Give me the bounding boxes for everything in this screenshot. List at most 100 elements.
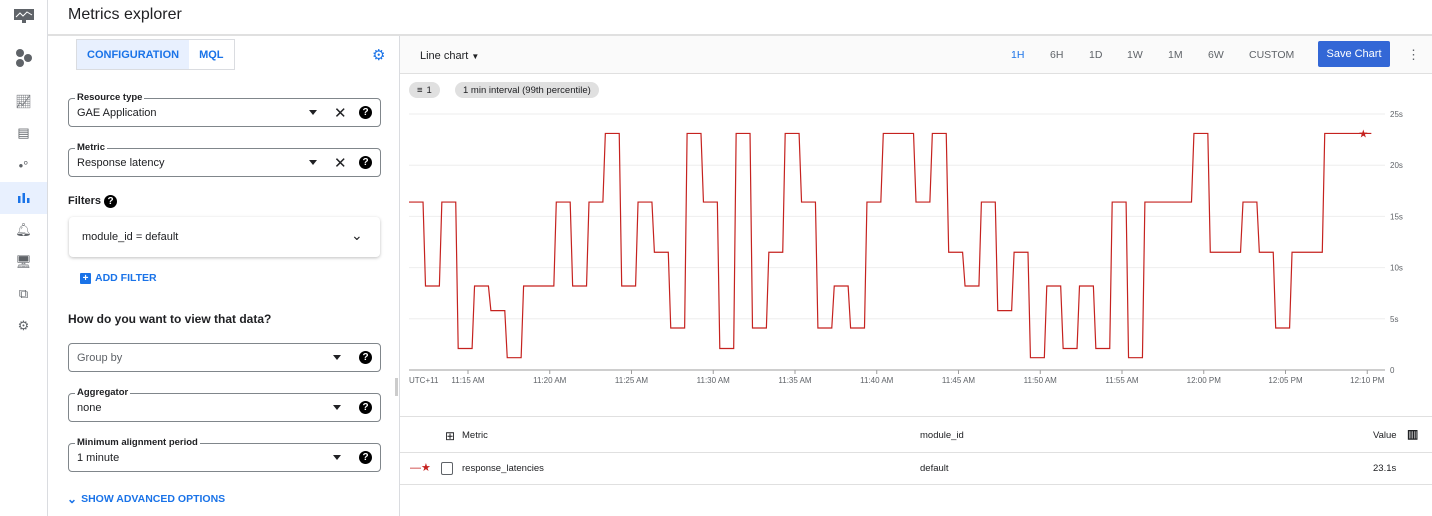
help-icon[interactable]: ? (359, 156, 372, 169)
tab-configuration[interactable]: CONFIGURATION (77, 40, 190, 69)
chevron-down-icon[interactable]: ⌄ (351, 227, 363, 243)
add-filter-button[interactable]: + ADD FILTER (80, 272, 157, 284)
header-module-id[interactable]: module_id (920, 430, 964, 441)
settings-gear-icon[interactable]: ⚙ (17, 318, 30, 333)
x-tick-label: 12:00 PM (1187, 376, 1222, 385)
x-tick-label: 12:05 PM (1268, 376, 1303, 385)
page-header (48, 0, 1432, 36)
y-tick-label: 20s (1390, 161, 1403, 170)
clear-icon[interactable]: ✕ (334, 155, 347, 172)
metric-select[interactable]: Metric Response latency ✕ ? (68, 142, 381, 177)
show-advanced-button[interactable]: ⌄ SHOW ADVANCED OPTIONS (67, 492, 225, 506)
group-by-select[interactable]: Group by ? (68, 343, 381, 372)
x-tick-label: 12:10 PM (1350, 376, 1385, 385)
dashboards-icon[interactable]: 📈︎ (15, 94, 32, 109)
help-icon[interactable]: ? (359, 351, 372, 364)
x-tick-label: 11:20 AM (533, 376, 567, 385)
x-tick-label: 11:15 AM (451, 376, 485, 385)
chart-type-label: Line chart (420, 50, 469, 62)
y-tick-label: 15s (1390, 212, 1403, 221)
field-value: Response latency (77, 157, 165, 169)
resource-type-select[interactable]: Resource type GAE Application ✕ ? (68, 92, 381, 127)
caret-down-icon[interactable] (309, 110, 317, 115)
range-custom[interactable]: CUSTOM (1249, 49, 1295, 61)
interval-chip[interactable]: 1 min interval (99th percentile) (455, 82, 599, 98)
help-icon[interactable]: ? (104, 195, 117, 208)
caret-down-icon[interactable] (333, 405, 341, 410)
uptime-monitor-icon[interactable]: 🖥︎ (15, 254, 32, 269)
save-chart-button[interactable]: Save Chart (1318, 41, 1390, 67)
field-label: Minimum alignment period (75, 437, 200, 448)
filters-label: Filters (68, 195, 102, 207)
more-options-icon[interactable]: ⋮ (1407, 47, 1420, 62)
row-checkbox[interactable] (441, 462, 453, 475)
monitoring-logo-icon[interactable] (0, 0, 47, 32)
range-6w[interactable]: 6W (1208, 49, 1224, 61)
legend-table-header: ⊞ Metric module_id Value ▥ (400, 416, 1432, 453)
x-tick-label: 11:30 AM (697, 376, 731, 385)
field-value: 1 minute (77, 452, 120, 464)
range-1d[interactable]: 1D (1089, 49, 1103, 61)
show-advanced-label: SHOW ADVANCED OPTIONS (81, 493, 226, 505)
filter-text: module_id = default (82, 231, 179, 243)
column-picker-icon[interactable]: ⊞ (445, 429, 456, 443)
y-tick-label: 10s (1390, 264, 1403, 273)
field-label: Aggregator (75, 387, 131, 398)
chart-type-select[interactable]: Line chart ▼ (420, 50, 479, 62)
table-row: —★ response_latencies default 23.1s (400, 452, 1432, 485)
field-value: GAE Application (77, 107, 157, 119)
field-value: none (77, 402, 102, 414)
field-placeholder: Group by (77, 352, 123, 364)
help-icon[interactable]: ? (359, 106, 372, 119)
chart-toolbar (400, 36, 1432, 74)
timezone-label: UTC+11 (409, 376, 439, 385)
settings-gear-icon[interactable]: ⚙ (372, 47, 386, 64)
range-1m[interactable]: 1M (1168, 49, 1183, 61)
field-label: Metric (75, 142, 107, 153)
add-filter-label: ADD FILTER (95, 272, 157, 284)
overview-icon[interactable]: ▤ (17, 125, 30, 140)
plus-icon: + (80, 272, 91, 284)
caret-down-icon[interactable] (309, 160, 317, 165)
series-line-response-latencies (409, 132, 1372, 359)
tab-mql[interactable]: MQL (199, 48, 224, 61)
side-nav: 📈︎ ▤ •° 🔔︎ 🖥︎ ⧉ ⚙ (0, 0, 48, 516)
x-tick-label: 11:25 AM (615, 376, 649, 385)
caret-down-icon[interactable] (333, 355, 341, 360)
aggregator-select[interactable]: Aggregator none ? (68, 387, 381, 422)
cell-value: 23.1s (1373, 463, 1397, 474)
y-tick-label: 5s (1390, 315, 1398, 324)
hexagons-icon[interactable] (0, 42, 47, 74)
x-tick-label: 11:40 AM (860, 376, 894, 385)
columns-icon[interactable]: ▥ (1407, 427, 1419, 441)
help-icon[interactable]: ? (359, 401, 372, 414)
caret-down-icon[interactable] (333, 455, 341, 460)
services-icon[interactable]: •° (18, 157, 29, 173)
view-heading: How do you want to view that data? (68, 312, 272, 326)
range-1w[interactable]: 1W (1127, 49, 1143, 61)
header-value[interactable]: Value (1373, 430, 1397, 441)
caret-down-icon: ▼ (471, 52, 480, 61)
x-tick-label: 11:55 AM (1105, 376, 1139, 385)
groups-icon[interactable]: ⧉ (18, 286, 29, 301)
panel-resize-handle[interactable] (395, 378, 398, 396)
clear-icon[interactable]: ✕ (334, 105, 347, 122)
metrics-explorer-icon[interactable] (0, 182, 47, 214)
chevron-down-icon: ⌄ (67, 492, 78, 506)
line-chart: 0 5s 10s 15s 20s 25s UTC+11 11:15 AM 11:20 AM 11:… (409, 110, 1403, 385)
field-label: Resource type (75, 92, 145, 103)
x-tick-label: 11:45 AM (942, 376, 976, 385)
range-1h[interactable]: 1H (1011, 49, 1025, 61)
filter-item[interactable]: module_id = default ⌄ (69, 217, 380, 257)
range-6h[interactable]: 6H (1050, 49, 1064, 61)
x-tick-label: 11:35 AM (778, 376, 812, 385)
config-panel (48, 36, 400, 516)
help-icon[interactable]: ? (359, 451, 372, 464)
alerting-bell-icon[interactable]: 🔔︎ (15, 222, 32, 237)
page-title: Metrics explorer (68, 6, 182, 23)
header-metric[interactable]: Metric (462, 430, 488, 441)
filter-count-chip[interactable]: ≡ 1 (409, 82, 440, 98)
config-tabs: CONFIGURATION MQL (76, 39, 235, 70)
alignment-period-select[interactable]: Minimum alignment period 1 minute ? (68, 437, 381, 472)
y-tick-label: 25s (1390, 110, 1403, 119)
